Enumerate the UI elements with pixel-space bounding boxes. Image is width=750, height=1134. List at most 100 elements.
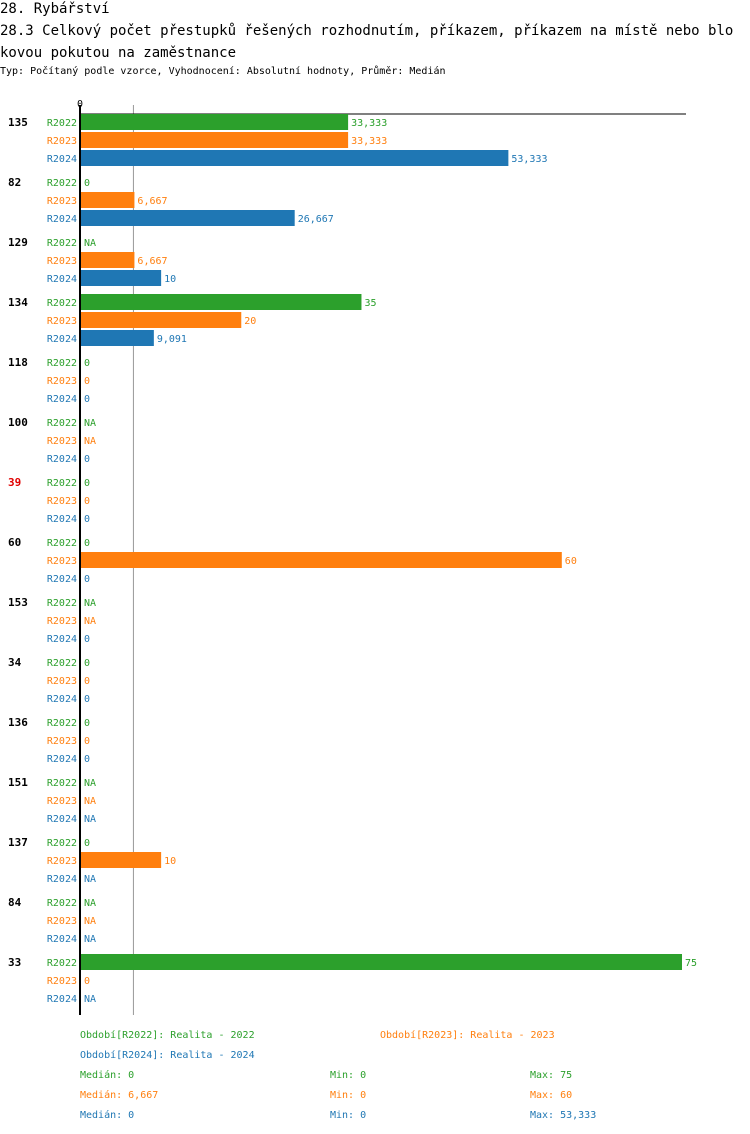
- stat-median: Medián: 0: [80, 1110, 135, 1121]
- group-label: 134: [8, 296, 28, 309]
- data-label: 0: [84, 754, 90, 765]
- series-label: R2022: [47, 118, 77, 129]
- series-label: R2022: [47, 538, 77, 549]
- data-label: NA: [84, 934, 96, 945]
- bar: [81, 210, 295, 226]
- series-label: R2024: [47, 394, 77, 405]
- data-label: 0: [84, 538, 90, 549]
- group-label: 136: [8, 716, 28, 729]
- group-label: 151: [8, 776, 28, 789]
- data-label: 6,667: [137, 196, 167, 207]
- data-label: NA: [84, 598, 96, 609]
- series-label: R2023: [47, 256, 77, 267]
- stat-max: Max: 75: [530, 1070, 573, 1081]
- series-label: R2022: [47, 418, 77, 429]
- group-label: 84: [8, 896, 22, 909]
- data-label: 0: [84, 634, 90, 645]
- series-label: R2023: [47, 796, 77, 807]
- bar: [81, 192, 135, 208]
- data-label: 0: [84, 454, 90, 465]
- data-label: NA: [84, 238, 96, 249]
- data-label: NA: [84, 436, 96, 447]
- data-label: NA: [84, 874, 96, 885]
- x-tick-label: 0: [77, 99, 83, 110]
- bar: [81, 270, 162, 286]
- data-label: 10: [164, 856, 176, 867]
- series-label: R2024: [47, 154, 77, 165]
- series-label: R2024: [47, 874, 77, 885]
- series-label: R2023: [47, 616, 77, 627]
- series-label: R2022: [47, 958, 77, 969]
- legend-r2023: Období[R2023]: Realita - 2023: [380, 1030, 555, 1041]
- series-label: R2023: [47, 676, 77, 687]
- data-label: 10: [164, 274, 176, 285]
- data-label: 0: [84, 394, 90, 405]
- data-label: 9,091: [157, 334, 187, 345]
- group-label: 34: [8, 656, 22, 669]
- data-label: 0: [84, 658, 90, 669]
- data-label: NA: [84, 778, 96, 789]
- data-label: 0: [84, 676, 90, 687]
- group-label: 137: [8, 836, 28, 849]
- bar: [81, 150, 509, 166]
- series-label: R2022: [47, 358, 77, 369]
- stat-min: Min: 0: [330, 1110, 367, 1121]
- data-label: 33,333: [351, 118, 387, 129]
- series-label: R2022: [47, 658, 77, 669]
- bar: [81, 954, 682, 970]
- section-title: 28. Rybářství: [0, 1, 110, 17]
- stat-median: Medián: 0: [80, 1070, 135, 1081]
- series-label: R2022: [47, 598, 77, 609]
- stat-min: Min: 0: [330, 1070, 367, 1081]
- chart-title: 28.3 Celkový počet přestupků řešených ro…: [0, 23, 734, 61]
- bar-chart: 0 135 R2022 33,333 R2023 33,333 R2024 53,333 82 R…: [8, 99, 697, 1015]
- group-label: 33: [8, 956, 21, 969]
- chart-subtitle: Typ: Počítaný podle vzorce, Vyhodnocení:…: [0, 66, 446, 77]
- data-label: NA: [84, 916, 96, 927]
- data-label: 0: [84, 736, 90, 747]
- group-label: 135: [8, 116, 28, 129]
- bar: [81, 132, 349, 148]
- series-label: R2023: [47, 136, 77, 147]
- series-label: R2024: [47, 694, 77, 705]
- group-label: 82: [8, 176, 21, 189]
- series-label: R2023: [47, 496, 77, 507]
- data-label: 33,333: [351, 136, 387, 147]
- data-label: 0: [84, 376, 90, 387]
- series-label: R2023: [47, 316, 77, 327]
- series-label: R2023: [47, 196, 77, 207]
- series-label: R2024: [47, 574, 77, 585]
- series-label: R2024: [47, 754, 77, 765]
- series-label: R2022: [47, 718, 77, 729]
- series-label: R2024: [47, 634, 77, 645]
- data-label: 0: [84, 496, 90, 507]
- group-label: 118: [8, 356, 28, 369]
- bar: [81, 852, 162, 868]
- group-label: 129: [8, 236, 28, 249]
- series-label: R2024: [47, 514, 77, 525]
- group-label: 153: [8, 596, 28, 609]
- group-label: 60: [8, 536, 21, 549]
- data-label: 0: [84, 574, 90, 585]
- data-label: 0: [84, 478, 90, 489]
- data-label: NA: [84, 418, 96, 429]
- series-label: R2023: [47, 916, 77, 927]
- data-label: 6,667: [137, 256, 167, 267]
- legend-r2024: Období[R2024]: Realita - 2024: [80, 1050, 255, 1061]
- stat-min: Min: 0: [330, 1090, 367, 1101]
- series-label: R2023: [47, 436, 77, 447]
- series-label: R2022: [47, 778, 77, 789]
- data-label: NA: [84, 994, 96, 1005]
- data-label: 60: [565, 556, 577, 567]
- bar: [81, 552, 562, 568]
- series-label: R2024: [47, 454, 77, 465]
- series-label: R2022: [47, 838, 77, 849]
- stat-max: Max: 60: [530, 1090, 573, 1101]
- series-label: R2024: [47, 334, 77, 345]
- data-label: 0: [84, 358, 90, 369]
- series-label: R2023: [47, 736, 77, 747]
- data-label: 0: [84, 694, 90, 705]
- data-label: 0: [84, 838, 90, 849]
- series-label: R2022: [47, 478, 77, 489]
- group-label: 39: [8, 476, 21, 489]
